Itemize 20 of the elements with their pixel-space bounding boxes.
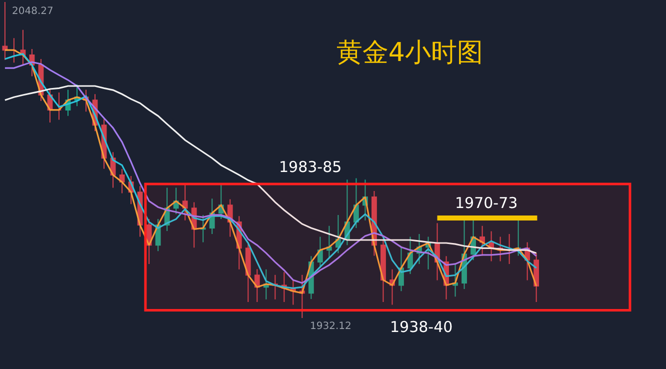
text: 黄金4小时图 [336,38,483,68]
annotation: 1970-73 [455,194,518,212]
candlestick [200,214,206,243]
annotation: 1983-85 [279,158,342,176]
candlestick [56,92,62,120]
candlestick [254,268,260,303]
candlestick [480,225,485,256]
annotation: 2048.27 [12,6,54,17]
candlestick [452,263,458,298]
candlestick [326,225,332,260]
annotation: 1938-40 [390,318,453,336]
candlestick [317,236,323,269]
candlestick [119,168,125,194]
candlestick [182,184,188,221]
candlestick [408,236,413,275]
candlestick [380,238,386,303]
candlestick [2,1,8,60]
candlestick [245,242,251,303]
annotation: 1932.12 [310,321,352,332]
candlestick [299,274,305,319]
